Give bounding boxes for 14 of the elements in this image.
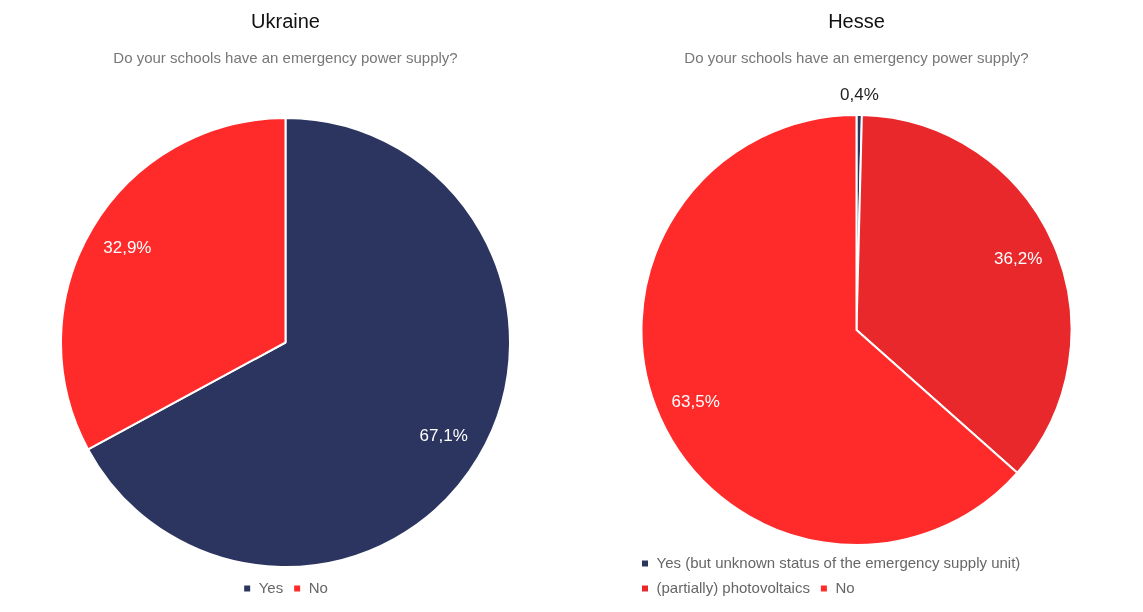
legend-label: No [835, 578, 855, 596]
legend-label: Yes [258, 578, 284, 596]
legend-label: (partially) photovoltaics [656, 578, 810, 596]
data-label: 32,9% [103, 237, 152, 257]
legend-label: No [308, 578, 328, 596]
data-label: 63,5% [671, 391, 720, 411]
chart-subtitle: Do your schools have an emergency power supply? [684, 49, 1029, 67]
data-label: 36,2% [994, 249, 1043, 269]
data-label: 67,1% [419, 426, 468, 446]
chart-title: Ukraine [251, 9, 320, 32]
data-label: 0,4% [840, 84, 879, 104]
chart-title: Hesse [828, 9, 885, 32]
chart-subtitle: Do your schools have an emergency power supply? [113, 49, 458, 67]
legend-label: Yes (but unknown status of the emergency supply unit) [656, 553, 1021, 571]
